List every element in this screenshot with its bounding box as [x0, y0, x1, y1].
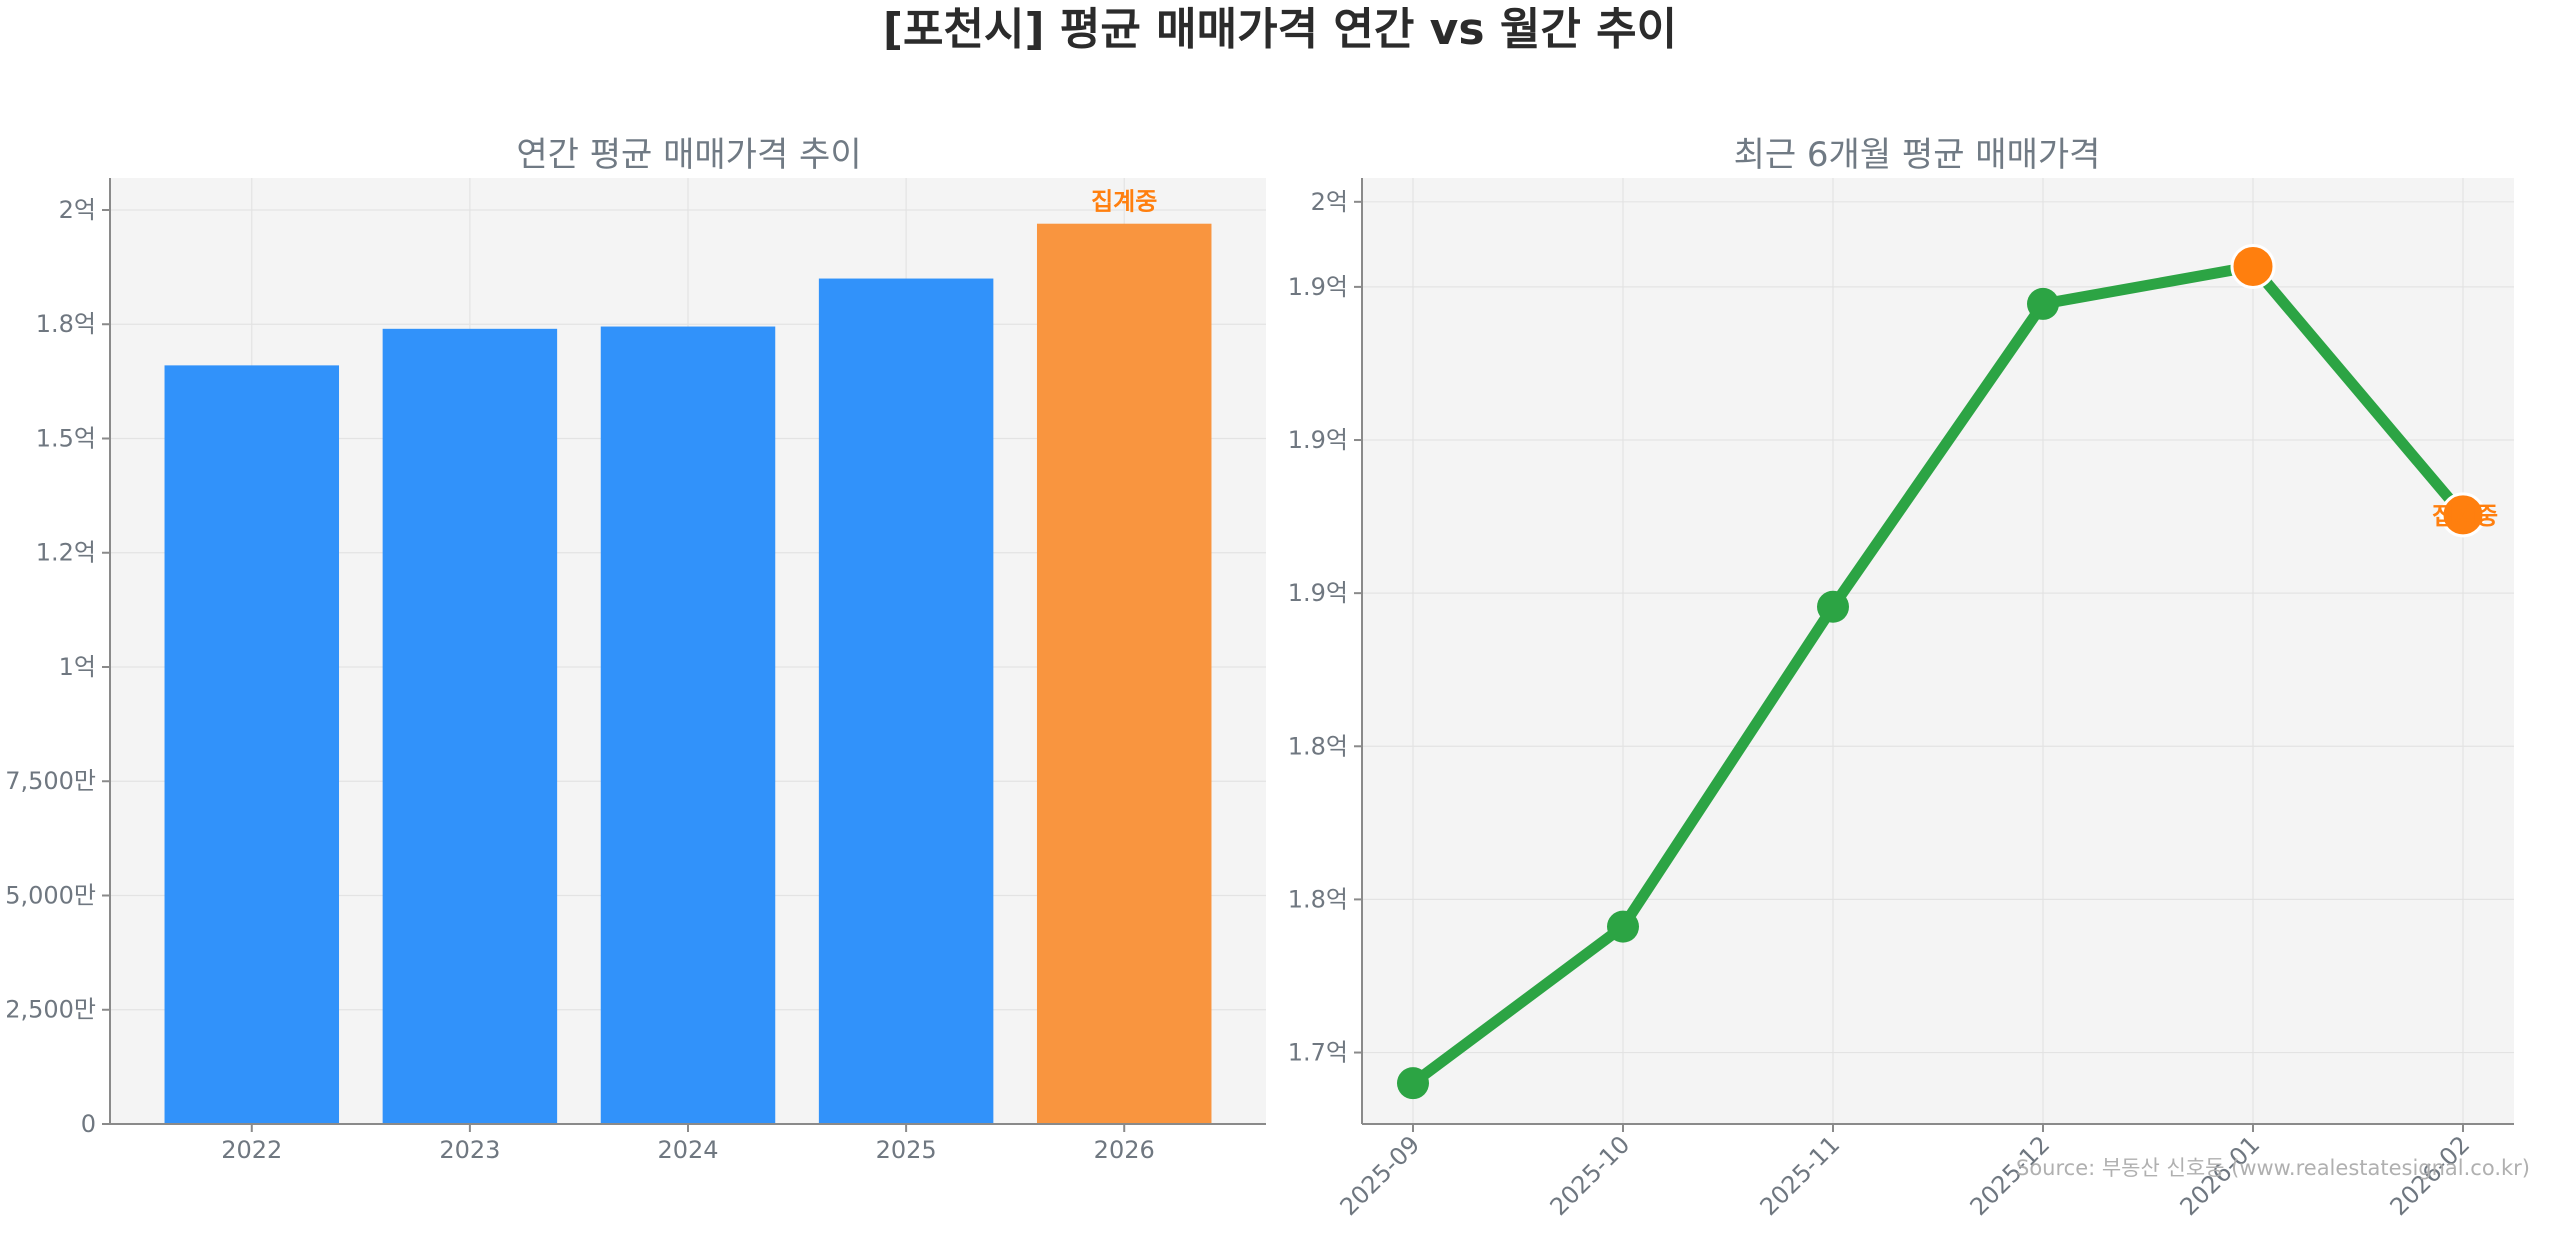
- annual-in-progress-label: 집계중: [1091, 188, 1157, 216]
- monthly-point-2025-10: [1607, 910, 1639, 943]
- annual-x-tick-label: 2023: [439, 1136, 500, 1164]
- monthly-in-progress-label: 집계중: [2432, 502, 2498, 530]
- monthly-plot-area: [1362, 178, 2514, 1124]
- annual-y-tick-label: 7,500만: [5, 767, 96, 795]
- monthly-y-tick-label: 2억: [1311, 188, 1348, 216]
- annual-y-tick-label: 2억: [59, 196, 96, 224]
- monthly-point-2026-02: [2440, 492, 2486, 538]
- annual-y-tick-label: 2,500만: [5, 996, 96, 1024]
- annual-x-tick-label: 2024: [657, 1136, 718, 1164]
- monthly-y-tick-label: 1.8억: [1288, 732, 1348, 760]
- monthly-y-tick-label: 1.9억: [1288, 579, 1348, 607]
- monthly-price-line: [1409, 260, 2468, 1088]
- annual-bar-2022: [164, 365, 340, 1125]
- monthly-x-tick-label: 2025-11: [1755, 1130, 1846, 1221]
- annual-y-tick-label: 1.2억: [36, 539, 96, 567]
- monthly-point-2025-11: [1817, 590, 1849, 623]
- annual-x-tick-label: 2022: [221, 1136, 282, 1164]
- monthly-y-tick-label: 1.9억: [1288, 426, 1348, 454]
- annual-y-tick-label: 1억: [59, 653, 96, 681]
- annual-bar-2026: [1036, 223, 1212, 1124]
- annual-bar-2023: [382, 328, 558, 1124]
- annual-bar-2025: [818, 278, 994, 1124]
- monthly-chart-title: 최근 6개월 평균 매매가격: [1734, 135, 2101, 175]
- annual-bar-2024: [600, 326, 776, 1124]
- monthly-x-tick-label: 2025-10: [1545, 1130, 1636, 1221]
- monthly-y-tick-label: 1.7억: [1288, 1039, 1348, 1067]
- monthly-point-2025-09: [1397, 1067, 1429, 1100]
- monthly-y-tick-label: 1.9억: [1288, 273, 1348, 301]
- figure-title: [포천시] 평균 매매가격 연간 vs 월간 추이: [883, 4, 1677, 55]
- annual-x-tick-label: 2025: [876, 1136, 937, 1164]
- monthly-x-tick-label: 2025-09: [1335, 1130, 1426, 1221]
- annual-bar-chart: 연간 평균 매매가격 추이 0 2,500만 5,000만 7,500만 1억 1.2억 1…: [5, 135, 1266, 1164]
- annual-chart-title: 연간 평균 매매가격 추이: [516, 135, 861, 175]
- monthly-point-2026-01: [2230, 243, 2276, 289]
- monthly-y-tick-label: 1.8억: [1288, 885, 1348, 913]
- monthly-point-2025-12: [2027, 287, 2059, 320]
- annual-y-tick-label: 1.8억: [36, 310, 96, 338]
- annual-y-tick-label: 5,000만: [5, 881, 96, 909]
- source-credit: Source: 부동산 신호등 (www.realestatesignal.co…: [2016, 1156, 2530, 1180]
- annual-x-tick-label: 2026: [1094, 1136, 1155, 1164]
- annual-y-tick-label: 0: [81, 1110, 96, 1138]
- annual-y-tick-label: 1.5억: [36, 424, 96, 452]
- monthly-line-chart: 최근 6개월 평균 매매가격 1.7억 1.8억 1.8억 1.9억 1.9억 1.9억 2…: [1288, 135, 2514, 1221]
